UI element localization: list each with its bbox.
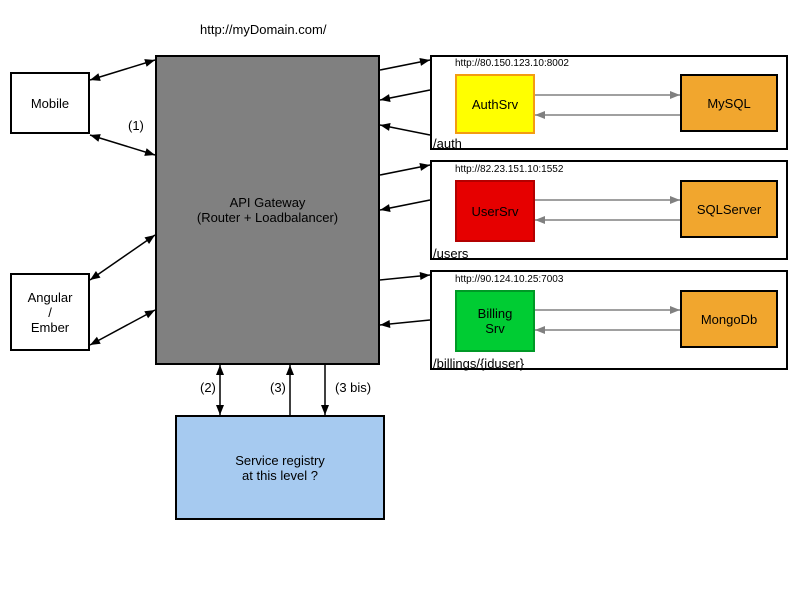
box-mobile: Mobile (10, 72, 90, 134)
arrow-head (145, 235, 155, 244)
box-label-mongodb: MongoDb (701, 312, 757, 327)
label-path_bill: /billings/{iduser} (433, 356, 524, 371)
label-n2: (2) (200, 380, 216, 395)
arrow-head (380, 123, 391, 131)
arrow-head (216, 365, 224, 375)
arrow-head (419, 163, 430, 171)
box-label-authsrv: AuthSrv (472, 97, 518, 112)
box-label-billsrv: BillingSrv (478, 306, 513, 336)
arrow-1 (90, 135, 155, 155)
box-label-gateway: API Gateway(Router + Loadbalancer) (197, 195, 338, 225)
box-angular: Angular/Ember (10, 273, 90, 351)
box-label-mobile: Mobile (31, 96, 69, 111)
box-registry: Service registryat this level ? (175, 415, 385, 520)
box-authsrv: AuthSrv (455, 74, 535, 134)
arrow-head (380, 204, 391, 212)
label-n3bis: (3 bis) (335, 380, 371, 395)
arrow-head (144, 59, 155, 67)
arrow-head (380, 320, 390, 328)
label-path_users: /users (433, 246, 468, 261)
arrow-head (419, 58, 430, 66)
arrow-head (321, 405, 329, 415)
box-label-usersrv: UserSrv (472, 204, 519, 219)
diagram-title: http://myDomain.com/ (200, 22, 326, 37)
box-mysql: MySQL (680, 74, 778, 132)
box-label-angular: Angular/Ember (28, 290, 73, 335)
label-url_users: http://82.23.151.10:1552 (455, 164, 563, 175)
arrow-head (380, 94, 391, 102)
arrow-head (90, 271, 100, 280)
box-label-registry: Service registryat this level ? (235, 453, 325, 483)
arrow-head (90, 337, 101, 345)
arrow-3 (90, 310, 155, 345)
label-url_bill: http://90.124.10.25:7003 (455, 274, 563, 285)
box-billsrv: BillingSrv (455, 290, 535, 352)
arrow-head (90, 73, 101, 81)
label-n3: (3) (270, 380, 286, 395)
arrow-0 (90, 60, 155, 80)
label-path_auth: /auth (433, 136, 462, 151)
arrow-head (420, 272, 430, 280)
box-sqlserver: SQLServer (680, 180, 778, 238)
box-gateway: API Gateway(Router + Loadbalancer) (155, 55, 380, 365)
arrow-head (90, 134, 101, 142)
arrow-head (144, 148, 155, 156)
label-url_auth: http://80.150.123.10:8002 (455, 58, 569, 69)
box-label-sqlserver: SQLServer (697, 202, 761, 217)
box-label-mysql: MySQL (707, 96, 750, 111)
arrow-2 (90, 235, 155, 280)
arrow-head (144, 310, 155, 318)
box-mongodb: MongoDb (680, 290, 778, 348)
box-usersrv: UserSrv (455, 180, 535, 242)
label-n1: (1) (128, 118, 144, 133)
arrow-head (286, 365, 294, 375)
arrow-head (216, 405, 224, 415)
